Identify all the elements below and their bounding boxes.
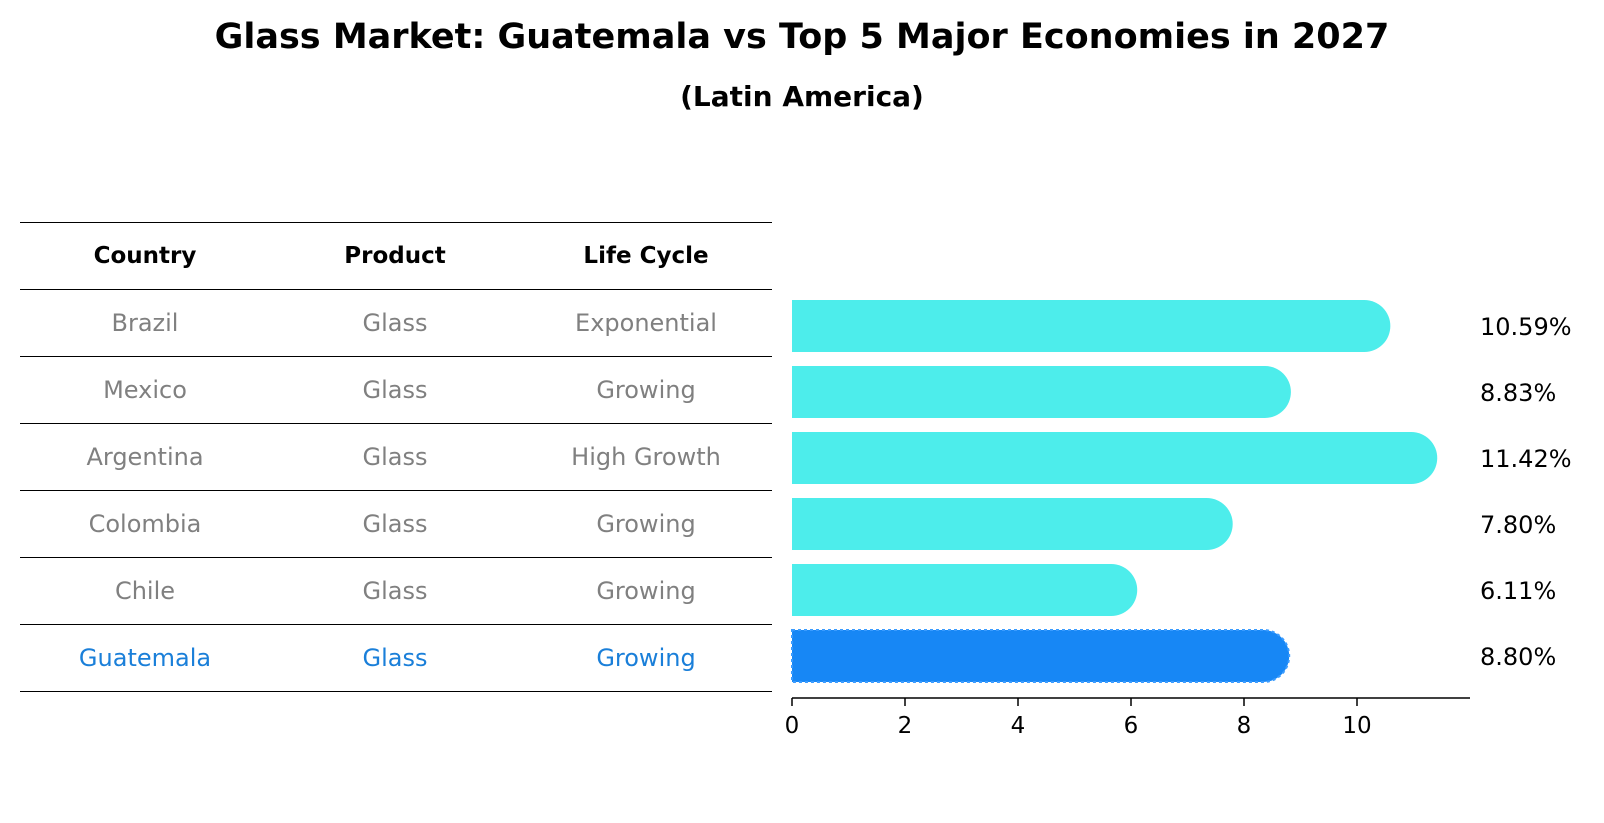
x-tick-label: 8 xyxy=(1237,713,1252,739)
cell-country: Chile xyxy=(114,577,176,605)
x-tick-label: 0 xyxy=(785,713,800,739)
cell-product: Glass xyxy=(362,577,428,605)
table-rule xyxy=(20,423,772,424)
table-row-highlight: Guatemala Glass Growing xyxy=(20,625,772,691)
data-label: 8.80% xyxy=(1480,643,1556,671)
header-life-cycle: Life Cycle xyxy=(583,243,709,269)
bar-argentina xyxy=(792,432,1438,484)
bar-brazil xyxy=(792,300,1391,352)
table-row: Mexico Glass Growing xyxy=(20,357,772,423)
table-row: Brazil Glass Exponential xyxy=(20,290,772,356)
table-rule xyxy=(20,356,772,357)
cell-life-cycle: Growing xyxy=(596,577,696,605)
cell-life-cycle: Growing xyxy=(596,376,696,404)
header-product: Product xyxy=(344,243,446,269)
table-rule xyxy=(20,490,772,491)
chart-subtitle: (Latin America) xyxy=(680,80,924,113)
data-label: 6.11% xyxy=(1480,577,1556,605)
cell-country: Mexico xyxy=(103,376,187,404)
table-row: Chile Glass Growing xyxy=(20,558,772,624)
data-label: 7.80% xyxy=(1480,511,1556,539)
cell-life-cycle: High Growth xyxy=(571,443,721,471)
data-label: 8.83% xyxy=(1480,379,1556,407)
table-rule xyxy=(20,289,772,290)
cell-life-cycle: Growing xyxy=(596,644,696,672)
x-tick-label: 2 xyxy=(898,713,913,739)
cell-product: Glass xyxy=(362,376,428,404)
x-tick-label: 6 xyxy=(1124,713,1139,739)
bar-guatemala xyxy=(791,629,1291,683)
table-row: Argentina Glass High Growth xyxy=(20,424,772,490)
bar-chile xyxy=(792,564,1138,616)
country-table: Country Product Life Cycle Brazil Glass … xyxy=(20,222,772,692)
cell-life-cycle: Exponential xyxy=(575,309,717,337)
table-rule xyxy=(20,557,772,558)
data-label: 10.59% xyxy=(1480,313,1572,341)
x-tick-label: 4 xyxy=(1011,713,1026,739)
bar-colombia xyxy=(792,498,1233,550)
cell-life-cycle: Growing xyxy=(596,510,696,538)
chart-title: Glass Market: Guatemala vs Top 5 Major E… xyxy=(214,17,1390,57)
table-header-row: Country Product Life Cycle xyxy=(20,223,772,289)
cell-country: Guatemala xyxy=(78,644,212,672)
cell-product: Glass xyxy=(362,443,428,471)
bar-mexico xyxy=(792,366,1291,418)
cell-product: Glass xyxy=(362,510,428,538)
table-rule xyxy=(20,624,772,625)
header-country: Country xyxy=(93,243,197,269)
cell-product: Glass xyxy=(362,309,428,337)
table-rule xyxy=(20,691,772,692)
cell-country: Colombia xyxy=(88,510,202,538)
cell-product: Glass xyxy=(362,644,428,672)
data-label: 11.42% xyxy=(1480,445,1572,473)
cell-country: Brazil xyxy=(111,309,179,337)
x-tick-label: 10 xyxy=(1342,713,1371,739)
table-row: Colombia Glass Growing xyxy=(20,491,772,557)
table-rule xyxy=(20,222,772,223)
cell-country: Argentina xyxy=(86,443,204,471)
